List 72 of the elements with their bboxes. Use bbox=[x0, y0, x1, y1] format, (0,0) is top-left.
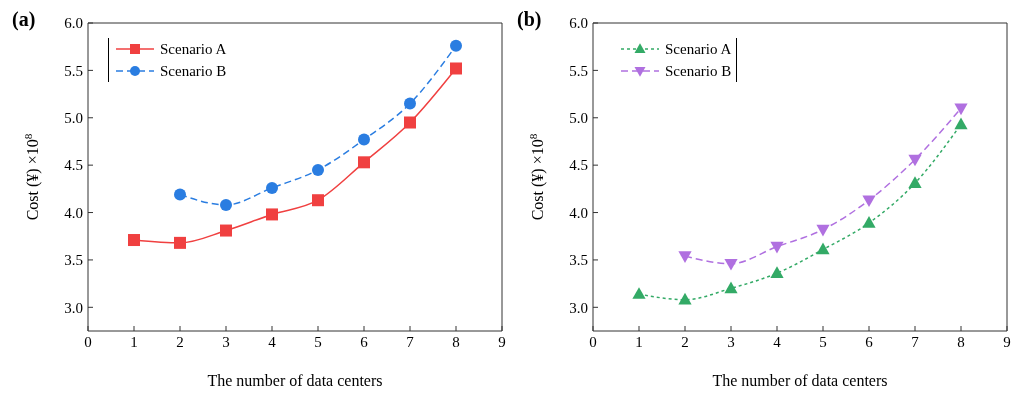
x-tick-label: 1 bbox=[130, 333, 138, 350]
point bbox=[404, 97, 416, 110]
x-tick-label: 7 bbox=[406, 333, 415, 350]
point bbox=[312, 194, 324, 207]
y-tick-label: 3.0 bbox=[569, 299, 588, 316]
x-tick-label: 8 bbox=[957, 333, 965, 350]
x-tick-label: 0 bbox=[84, 333, 92, 350]
legend-label: Scenario A bbox=[665, 40, 732, 58]
x-tick-label: 2 bbox=[176, 333, 184, 350]
y-tick-label: 3.5 bbox=[64, 252, 83, 269]
point bbox=[266, 208, 278, 221]
x-tick-label: 5 bbox=[314, 333, 322, 350]
y-tick-label: 3.0 bbox=[64, 299, 83, 316]
y-tick-label: 4.5 bbox=[569, 157, 588, 174]
y-tick-label: 6.0 bbox=[569, 15, 588, 32]
point bbox=[816, 242, 830, 255]
point bbox=[358, 156, 370, 169]
point bbox=[220, 198, 232, 211]
y-tick-label: 4.0 bbox=[64, 204, 83, 221]
y-tick-label: 5.5 bbox=[569, 62, 588, 79]
x-axis-title: The number of data centers bbox=[712, 372, 888, 389]
point bbox=[312, 163, 324, 176]
y-tick-label: 5.0 bbox=[569, 110, 588, 127]
x-tick-label: 4 bbox=[773, 333, 782, 350]
x-tick-label: 5 bbox=[819, 333, 827, 350]
x-tick-label: 9 bbox=[1003, 333, 1011, 350]
x-axis-title: The number of data centers bbox=[207, 372, 383, 389]
x-tick-label: 8 bbox=[452, 333, 460, 350]
chart-title: (a) bbox=[12, 8, 36, 31]
chart-title: (b) bbox=[517, 8, 542, 31]
legend-label: Scenario B bbox=[665, 62, 732, 80]
x-tick-label: 6 bbox=[865, 333, 874, 350]
point bbox=[724, 281, 738, 294]
y-tick-label: 5.0 bbox=[64, 110, 83, 127]
y-tick-label: 5.5 bbox=[64, 62, 83, 79]
point bbox=[770, 241, 784, 254]
point bbox=[816, 224, 830, 237]
point bbox=[266, 181, 278, 194]
point bbox=[954, 103, 968, 116]
y-tick-label: 4.5 bbox=[64, 157, 83, 174]
point bbox=[862, 216, 876, 228]
point bbox=[450, 62, 462, 75]
point bbox=[174, 188, 186, 201]
y-tick-label: 6.0 bbox=[64, 15, 83, 32]
point bbox=[404, 116, 416, 129]
point bbox=[678, 292, 692, 305]
point bbox=[220, 224, 232, 237]
point bbox=[174, 236, 186, 249]
point bbox=[632, 287, 646, 299]
legend-label: Scenario B bbox=[160, 62, 227, 80]
x-tick-label: 3 bbox=[222, 333, 230, 350]
point bbox=[724, 258, 738, 271]
point bbox=[954, 117, 968, 130]
x-tick-label: 4 bbox=[268, 333, 277, 350]
x-tick-label: 7 bbox=[911, 333, 920, 350]
x-tick-label: 9 bbox=[498, 333, 506, 350]
point bbox=[358, 133, 370, 146]
x-tick-label: 2 bbox=[681, 333, 689, 350]
y-tick-label: 4.0 bbox=[569, 204, 588, 221]
x-tick-label: 6 bbox=[360, 333, 369, 350]
point bbox=[862, 195, 876, 208]
legend-label: Scenario A bbox=[160, 40, 227, 58]
point bbox=[128, 234, 140, 247]
point bbox=[770, 266, 784, 278]
point bbox=[450, 39, 462, 52]
point bbox=[908, 176, 922, 188]
y-tick-label: 3.5 bbox=[569, 252, 588, 269]
point bbox=[908, 154, 922, 167]
x-tick-label: 0 bbox=[589, 333, 597, 350]
x-tick-label: 3 bbox=[727, 333, 735, 350]
point bbox=[678, 251, 692, 264]
x-tick-label: 1 bbox=[635, 333, 643, 350]
